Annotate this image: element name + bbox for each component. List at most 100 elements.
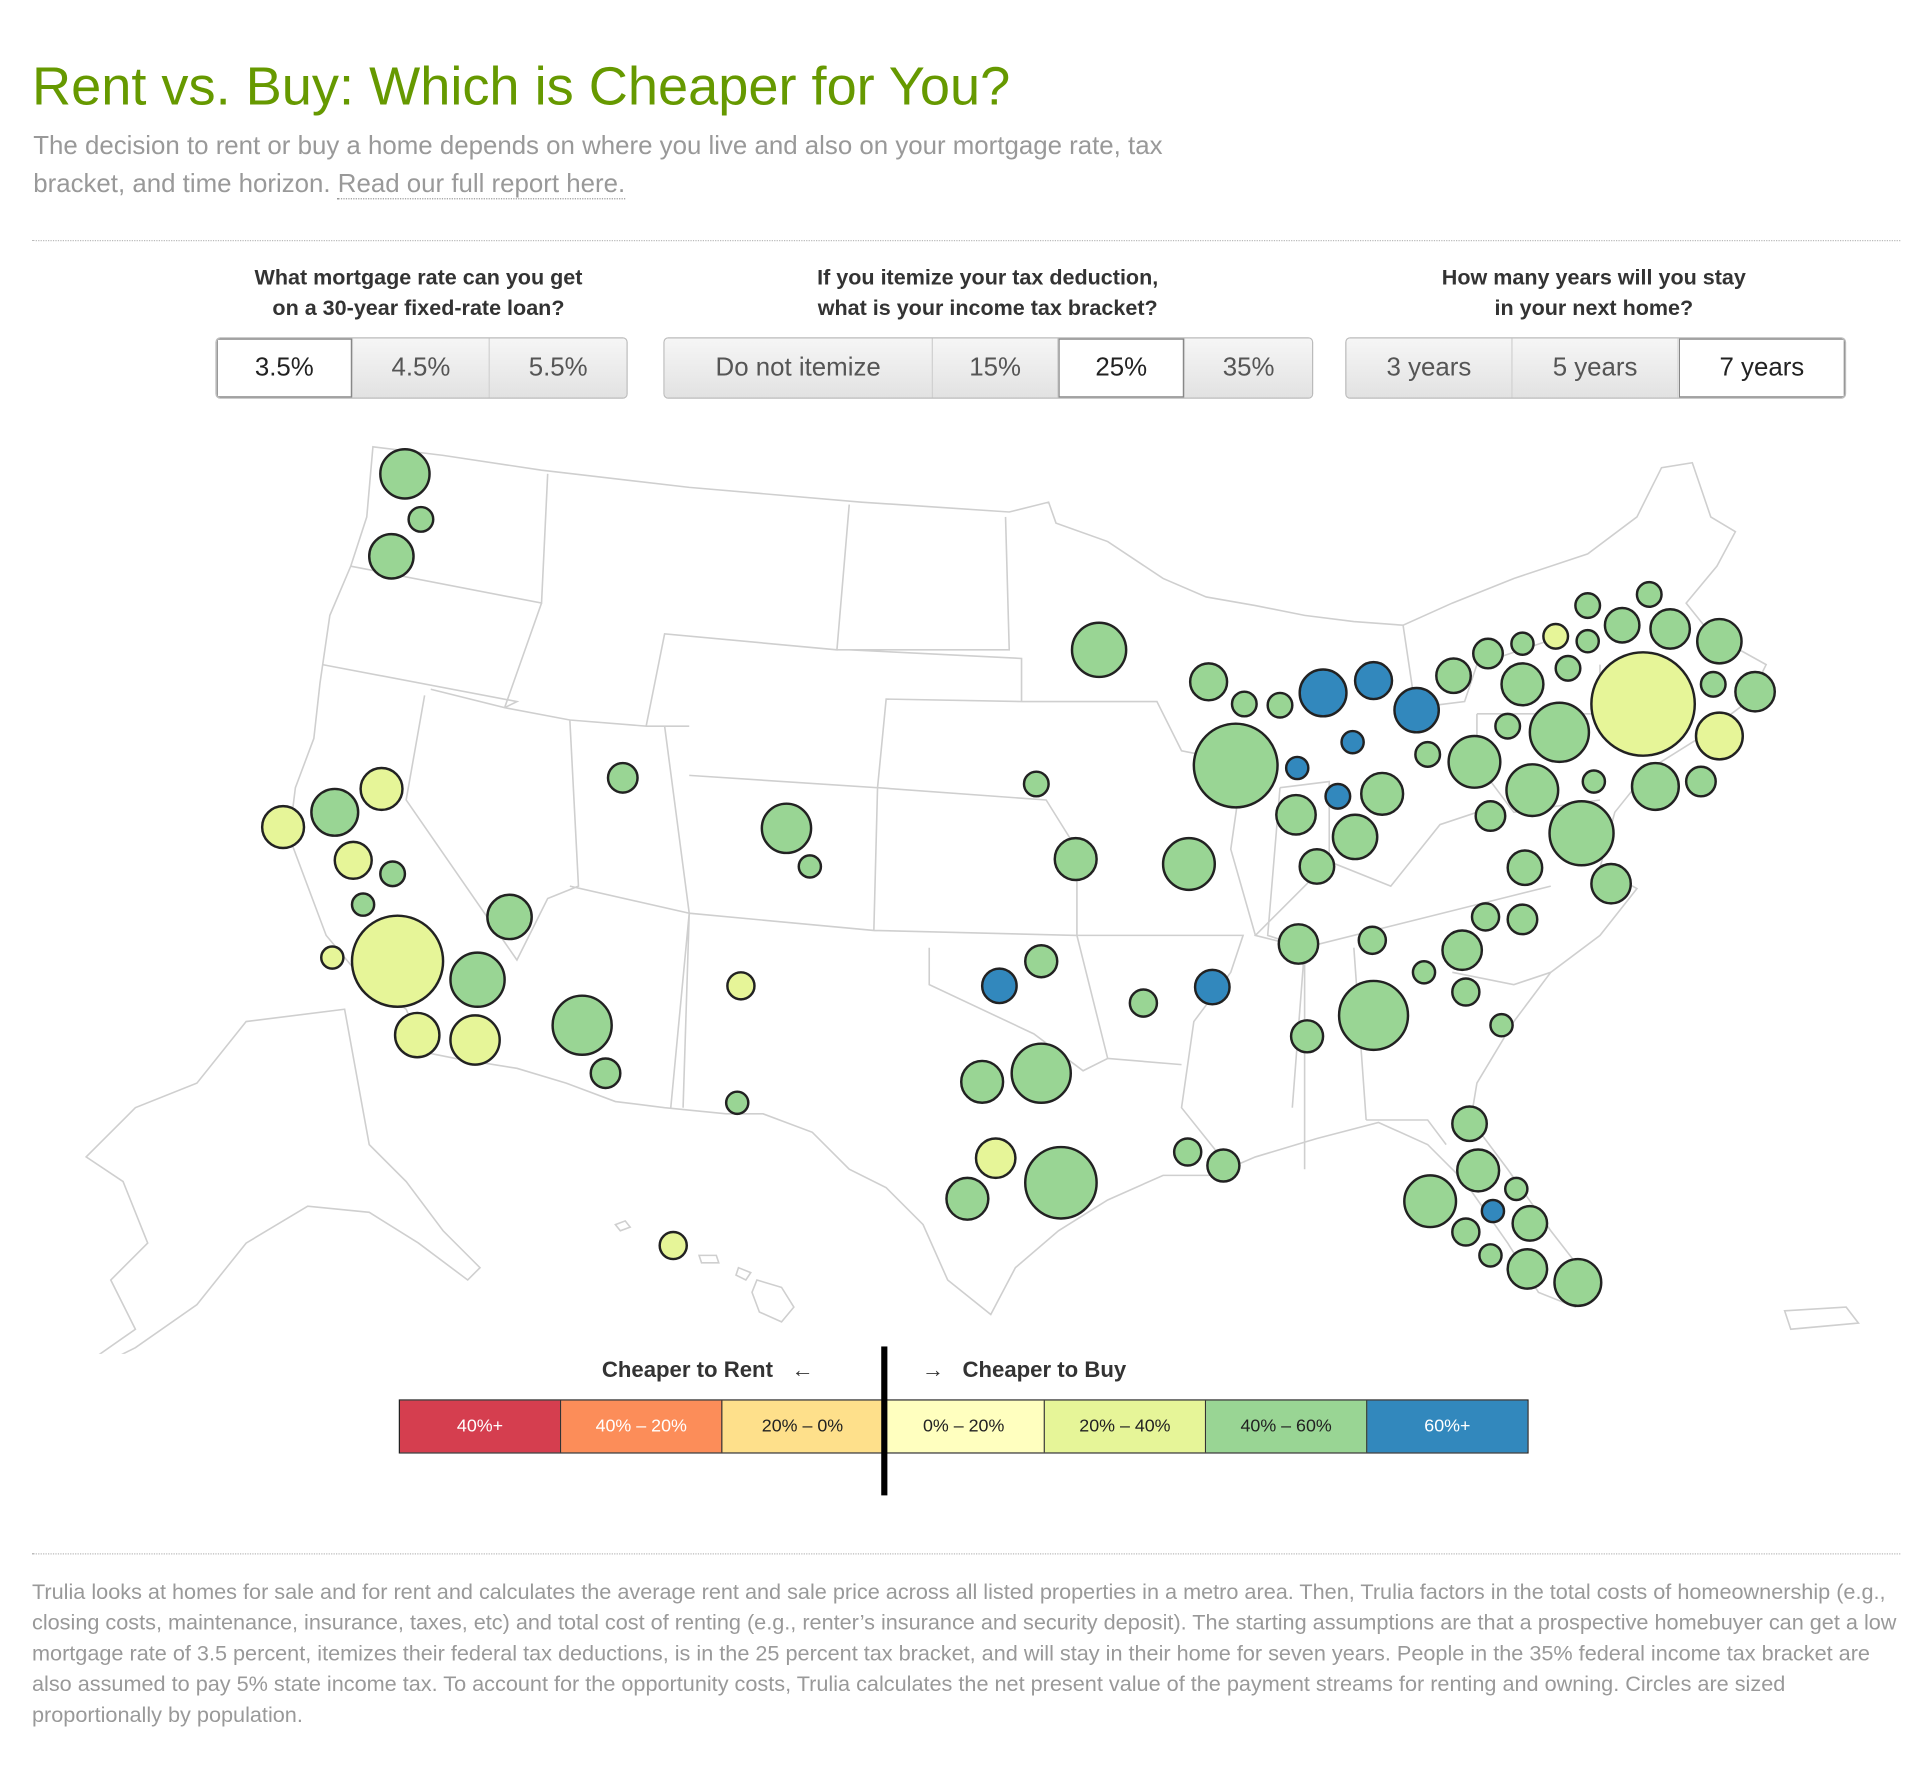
metro-circle[interactable] [1542,622,1570,650]
metro-circle[interactable] [1331,813,1379,861]
metro-circle[interactable] [1070,621,1128,679]
metro-circle[interactable] [1630,761,1681,812]
metro-circle[interactable] [1506,903,1539,936]
metro-circle[interactable] [1357,925,1388,956]
metro-circle[interactable] [333,840,373,881]
metro-circle[interactable] [980,967,1018,1005]
metro-circle[interactable] [974,1137,1017,1180]
metro-circle[interactable] [379,860,407,888]
metro-circle[interactable] [1022,770,1050,798]
metro-circle[interactable] [1470,902,1501,932]
metro-circle[interactable] [1554,654,1582,682]
tax-option-25[interactable]: 25% [1058,338,1186,398]
metro-circle[interactable] [1193,968,1231,1006]
metro-circle[interactable] [1010,1042,1073,1105]
metro-circle[interactable] [1353,660,1394,701]
metro-circle[interactable] [1277,923,1320,965]
rate-option-4-5[interactable]: 4.5% [353,338,490,398]
metro-circle[interactable] [1684,765,1717,798]
metro-circle[interactable] [1590,651,1697,757]
metro-circle[interactable] [1528,701,1591,764]
metro-circle[interactable] [1474,800,1507,833]
metro-circle[interactable] [1456,1148,1501,1193]
metro-circle[interactable] [726,971,756,1001]
metro-circle[interactable] [1699,670,1727,698]
metro-circle[interactable] [1414,740,1442,769]
metro-circle[interactable] [368,532,415,580]
metro-circle[interactable] [1161,836,1217,892]
metro-circle[interactable] [393,1011,441,1059]
metro-circle[interactable] [1575,628,1601,654]
metro-circle[interactable] [1511,1204,1549,1242]
metro-circle[interactable] [1451,977,1481,1007]
metro-circle[interactable] [1574,592,1602,620]
metro-circle[interactable] [1489,1012,1514,1038]
tax-option-35[interactable]: 35% [1185,338,1313,398]
metro-circle[interactable] [1192,722,1279,809]
metro-circle[interactable] [1553,1257,1603,1308]
metro-circle[interactable] [310,787,360,837]
metro-circle[interactable] [1230,690,1258,718]
tax-option-15[interactable]: 15% [932,338,1059,398]
metro-circle[interactable] [1603,606,1641,644]
metro-circle[interactable] [724,1090,750,1116]
metro-circle[interactable] [658,1230,689,1261]
metro-circle[interactable] [589,1057,622,1090]
metro-circle[interactable] [1472,637,1505,670]
metro-circle[interactable] [1172,1137,1203,1167]
metro-circle[interactable] [1024,944,1059,979]
full-report-link[interactable]: Read our full report here. [337,169,626,200]
years-option-3[interactable]: 3 years [1346,338,1513,398]
metro-circle[interactable] [350,892,376,917]
metro-circle[interactable] [1451,1217,1481,1247]
metro-circle[interactable] [606,761,639,794]
metro-circle[interactable] [1206,1148,1241,1183]
metro-circle[interactable] [1441,929,1484,972]
metro-circle[interactable] [1506,849,1544,887]
metro-circle[interactable] [1548,800,1615,867]
metro-circle[interactable] [1506,1248,1549,1290]
metro-circle[interactable] [551,994,613,1057]
metro-circle[interactable] [1581,769,1607,794]
metro-circle[interactable] [945,1176,990,1221]
metro-circle[interactable] [449,1014,501,1066]
metro-circle[interactable] [1337,979,1410,1052]
metro-circle[interactable] [1494,712,1522,740]
metro-circle[interactable] [797,854,823,879]
metro-circle[interactable] [1411,960,1437,985]
rate-option-5-5[interactable]: 5.5% [489,338,627,398]
metro-circle[interactable] [1510,631,1535,657]
metro-circle[interactable] [1649,608,1692,650]
metro-circle[interactable] [1188,662,1229,702]
metro-circle[interactable] [1393,686,1441,734]
metro-circle[interactable] [1284,755,1310,781]
metro-circle[interactable] [1298,848,1336,885]
tax-option-do-not-itemize[interactable]: Do not itemize [664,338,933,398]
metro-circle[interactable] [320,945,345,970]
metro-circle[interactable] [1500,662,1545,707]
years-option-5[interactable]: 5 years [1512,338,1679,398]
metro-circle[interactable] [1266,691,1294,719]
metro-circle[interactable] [260,804,306,850]
metro-circle[interactable] [1480,1198,1506,1224]
metro-circle[interactable] [1696,617,1743,665]
metro-circle[interactable] [1128,988,1159,1018]
metro-circle[interactable] [379,448,431,500]
metro-circle[interactable] [1590,862,1633,905]
years-option-7[interactable]: 7 years [1678,338,1845,398]
metro-circle[interactable] [1360,771,1405,817]
metro-circle[interactable] [1635,580,1663,609]
metro-circle[interactable] [359,766,404,812]
metro-circle[interactable] [1451,1105,1489,1143]
metro-circle[interactable] [1505,763,1560,818]
metro-circle[interactable] [1504,1176,1529,1202]
metro-circle[interactable] [1447,734,1502,789]
metro-circle[interactable] [1340,729,1365,755]
metro-circle[interactable] [1275,793,1317,836]
metro-circle[interactable] [1053,836,1098,882]
metro-circle[interactable] [407,505,435,533]
metro-circle[interactable] [350,914,445,1009]
metro-circle[interactable] [1435,657,1473,695]
metro-circle[interactable] [760,802,813,855]
metro-circle[interactable] [960,1059,1005,1105]
